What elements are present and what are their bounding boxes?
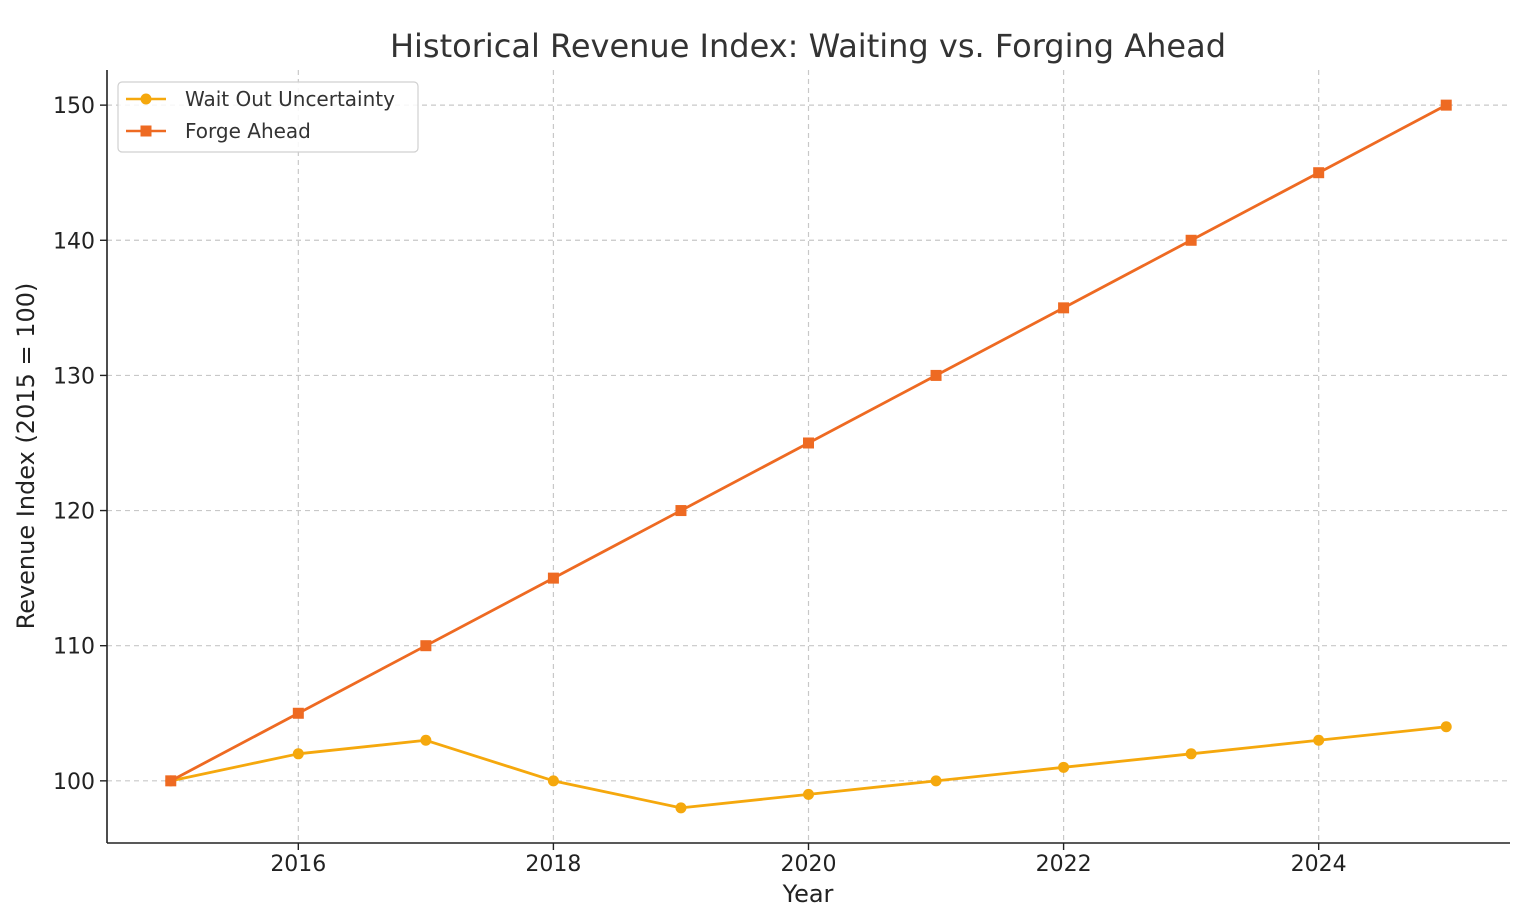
data-point-wait-out-uncertainty xyxy=(1058,761,1070,773)
data-point-forge-ahead xyxy=(803,437,814,449)
data-point-wait-out-uncertainty xyxy=(547,775,559,787)
plot-series xyxy=(165,99,1452,814)
data-point-forge-ahead xyxy=(1440,99,1452,111)
legend-box xyxy=(117,81,419,153)
legend-marker-forge-ahead xyxy=(140,125,152,137)
chart-title: Historical Revenue Index: Waiting vs. Fo… xyxy=(390,27,1226,65)
data-point-wait-out-uncertainty xyxy=(1313,734,1325,746)
data-point-forge-ahead xyxy=(547,572,559,584)
data-point-wait-out-uncertainty xyxy=(420,734,432,746)
x-tick-label: 2020 xyxy=(781,852,837,877)
axes xyxy=(100,70,1510,850)
legend-label-forge-ahead: Forge Ahead xyxy=(185,119,311,143)
series-wait-out-uncertainty xyxy=(165,721,1452,814)
y-axis-label: Revenue Index (2015 = 100) xyxy=(12,283,40,630)
data-point-forge-ahead xyxy=(1058,302,1070,314)
data-point-forge-ahead xyxy=(1313,167,1325,179)
y-tick-label: 140 xyxy=(53,229,95,254)
data-point-forge-ahead xyxy=(165,775,177,787)
data-point-forge-ahead xyxy=(292,707,304,719)
data-point-forge-ahead xyxy=(930,369,942,381)
x-tick-label: 2024 xyxy=(1291,852,1347,877)
grid-lines xyxy=(107,70,1510,843)
legend: Wait Out Uncertainty Forge Ahead xyxy=(117,81,419,153)
legend-marker-wait-out-uncertainty xyxy=(140,93,152,105)
data-point-forge-ahead xyxy=(420,640,432,652)
y-tick-label: 100 xyxy=(53,770,95,795)
data-point-forge-ahead xyxy=(675,505,687,517)
series-forge-ahead xyxy=(165,99,1452,787)
x-tick-label: 2016 xyxy=(270,852,326,877)
y-tick-label: 150 xyxy=(53,94,95,119)
x-tick-label: 2018 xyxy=(525,852,581,877)
tick-labels: 2016 2018 2020 2022 2024 100 110 120 130 140 150 xyxy=(53,94,1347,877)
x-tick-label: 2022 xyxy=(1036,852,1092,877)
data-point-wait-out-uncertainty xyxy=(1440,721,1452,733)
data-point-wait-out-uncertainty xyxy=(675,802,687,814)
y-tick-label: 110 xyxy=(53,635,95,660)
data-point-wait-out-uncertainty xyxy=(292,748,304,760)
legend-label-wait-out-uncertainty: Wait Out Uncertainty xyxy=(185,87,395,111)
data-point-wait-out-uncertainty xyxy=(930,775,942,787)
y-tick-label: 130 xyxy=(53,364,95,389)
y-tick-label: 120 xyxy=(53,500,95,525)
x-axis-label: Year xyxy=(782,880,834,908)
data-point-forge-ahead xyxy=(1185,234,1197,246)
data-point-wait-out-uncertainty xyxy=(803,788,814,800)
data-point-wait-out-uncertainty xyxy=(1185,748,1197,760)
